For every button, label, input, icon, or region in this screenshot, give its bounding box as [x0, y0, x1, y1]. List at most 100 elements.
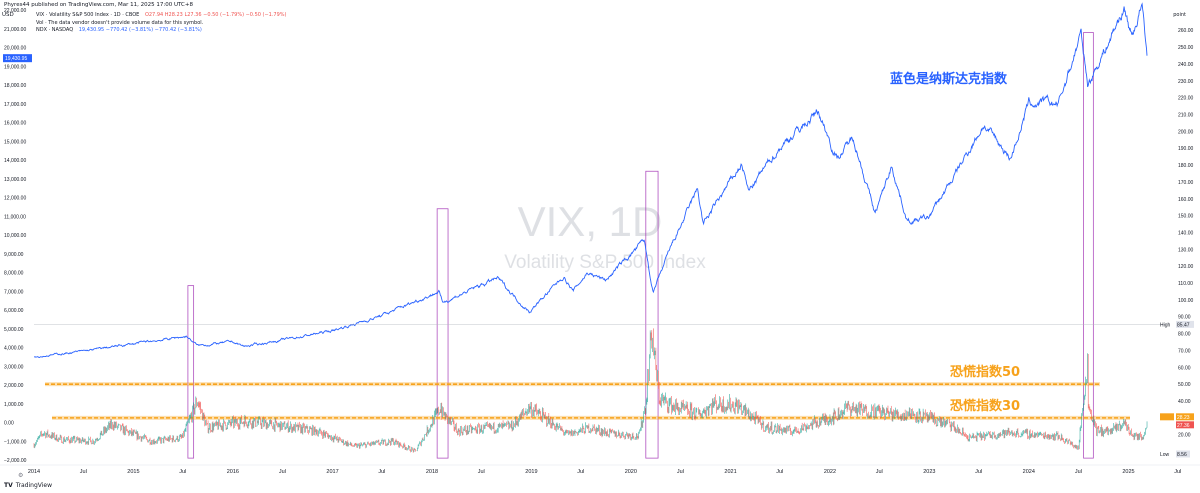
left-axis-tick-label: 20,000.00 — [4, 46, 26, 52]
time-axis-tick-label: 2017 — [326, 469, 338, 475]
right-axis-unit: point — [1173, 12, 1186, 18]
time-axis-tick-label: 2020 — [625, 469, 637, 475]
right-axis-tick-label: 150.00 — [1178, 214, 1194, 220]
left-axis-tick-label: 22,000.00 — [4, 8, 26, 14]
currency-label: USD — [2, 12, 14, 18]
time-axis-tick-label: 2021 — [724, 469, 736, 475]
time-axis-tick-label: Jul — [279, 469, 286, 475]
time-axis-tick-label: Jul — [776, 469, 783, 475]
time-axis-tick-label: Jul — [1075, 469, 1082, 475]
highlight-box — [436, 208, 449, 459]
time-axis-tick-label: 2024 — [1023, 469, 1035, 475]
low-value-badge — [1176, 450, 1190, 458]
right-axis-tick-label: 60.00 — [1178, 365, 1191, 371]
left-axis-tick-label: 2,000.00 — [4, 383, 24, 389]
time-axis[interactable]: 2014 Jul 2015 Jul 2016 Jul 2017 Jul 2018 Jul 2019 J… — [0, 464, 1200, 475]
highlight-box — [1083, 32, 1094, 459]
right-axis-tick-label: 220.00 — [1178, 96, 1194, 102]
annotation-nasdaq-blue: 蓝色是纳斯达克指数 — [890, 71, 1008, 87]
axis-badges: 19,430.95 High 85.47 Low 8.56 28.23 27.36 — [3, 54, 1194, 458]
vix-prev-badge — [1160, 413, 1174, 421]
time-axis-tick-label: Jul — [179, 469, 186, 475]
left-axis-tick-label: 10,000.00 — [4, 233, 26, 239]
left-current-price-badge — [3, 54, 32, 63]
time-axis-tick-label: Jul — [577, 469, 584, 475]
high-label: High — [1160, 322, 1171, 328]
vix-prev-value-text: 28.23 — [1177, 415, 1190, 421]
nasdaq-series — [34, 2, 1148, 358]
footer-logo-text: TradingView — [15, 482, 53, 489]
right-axis-tick-label: 240.00 — [1178, 62, 1194, 68]
left-axis-tick-label: 11,000.00 — [4, 214, 26, 220]
time-axis-tick-label: Jul — [876, 469, 883, 475]
time-axis-tick-label: 2016 — [227, 469, 239, 475]
reference-band — [45, 382, 1100, 387]
left-price-axis[interactable]: −2,000.00 −1,000.00 0.00 1,000.00 2,000.00 3,… — [4, 8, 27, 464]
left-axis-tick-label: 6,000.00 — [4, 308, 24, 314]
time-axis-tick-label: 2023 — [923, 469, 935, 475]
time-axis-tick-label: 2025 — [1122, 469, 1134, 475]
highlight-boxes — [187, 32, 1094, 459]
annotations: 蓝色是纳斯达克指数 — [890, 71, 1008, 87]
left-axis-tick-label: 14,000.00 — [4, 158, 26, 164]
legend-volume[interactable]: Vol · The data vendor doesn't provide vo… — [36, 20, 287, 28]
vix-prev-value-badge — [1176, 413, 1194, 421]
left-axis-tick-label: 7,000.00 — [4, 289, 24, 295]
nasdaq-line — [34, 2, 1148, 358]
left-axis-tick-label: 16,000.00 — [4, 121, 26, 127]
right-axis-tick-label: 230.00 — [1178, 79, 1194, 85]
right-axis-tick-label: 80.00 — [1178, 332, 1191, 338]
high-value-text: 85.47 — [1177, 322, 1190, 328]
left-axis-tick-label: 9,000.00 — [4, 252, 24, 258]
left-axis-tick-label: 4,000.00 — [4, 346, 24, 352]
right-axis-tick-label: 40.00 — [1178, 399, 1191, 405]
time-axis-tick-label: Jul — [80, 469, 87, 475]
legend-ndx[interactable]: NDX · NASDAQ 19,430.95 −770.42 (−3.81%) … — [36, 27, 287, 35]
right-price-axis[interactable]: 20.0030.0040.0050.0060.0070.0080.0090.00… — [1178, 28, 1194, 438]
reference-band — [52, 415, 1130, 420]
right-axis-tick-label: 200.00 — [1178, 129, 1194, 135]
left-axis-tick-label: −1,000.00 — [4, 439, 27, 445]
legend-vix[interactable]: VIX · Volatility S&P 500 Index · 1D · CB… — [36, 12, 287, 20]
left-axis-tick-label: 21,000.00 — [4, 27, 26, 33]
right-axis-tick-label: 70.00 — [1178, 348, 1191, 354]
left-axis-tick-label: 3,000.00 — [4, 364, 24, 370]
time-axis-tick-label: Jul — [677, 469, 684, 475]
time-axis-tick-label: Jul — [378, 469, 385, 475]
right-axis-tick-label: 260.00 — [1178, 28, 1194, 34]
footer[interactable]: TV TradingView — [4, 482, 52, 489]
right-axis-tick-label: 180.00 — [1178, 163, 1194, 169]
legend-vix-symbol: VIX · Volatility S&P 500 Index · 1D · CB… — [36, 12, 140, 18]
reference-lines: 恐慌指数50 恐慌指数30 — [45, 364, 1130, 420]
right-axis-tick-label: 90.00 — [1178, 315, 1191, 321]
right-axis-tick-label: 20.00 — [1178, 433, 1191, 439]
left-axis-tick-label: 8,000.00 — [4, 271, 24, 277]
tradingview-logo-icon: TV — [4, 482, 13, 489]
right-axis-tick-label: 170.00 — [1178, 180, 1194, 186]
left-axis-tick-label: 17,000.00 — [4, 102, 26, 108]
left-axis-tick-label: 13,000.00 — [4, 177, 26, 183]
time-axis-tick-label: Jul — [478, 469, 485, 475]
right-axis-tick-label: 110.00 — [1178, 281, 1193, 287]
highlight-box — [187, 285, 195, 459]
reference-line-label: 恐慌指数30 — [950, 398, 1020, 414]
legend-ndx-values: 19,430.95 −770.42 (−3.81%) −770.42 (−3.8… — [78, 27, 202, 33]
watermark-title: VIX, 1D — [518, 198, 663, 245]
highlight-box — [645, 170, 659, 459]
low-value-text: 8.56 — [1177, 452, 1187, 458]
low-label: Low — [1160, 452, 1170, 458]
right-axis-tick-label: 140.00 — [1178, 230, 1194, 236]
left-axis-tick-label: 18,000.00 — [4, 83, 26, 89]
left-axis-tick-label: 12,000.00 — [4, 196, 26, 202]
time-axis-tick-label: 2022 — [824, 469, 836, 475]
legend-vix-values: O27.94 H28.23 L27.36 −0.50 (−1.79%) −0.5… — [144, 12, 287, 18]
right-axis-tick-label: 50.00 — [1178, 382, 1191, 388]
vix-series — [33, 328, 1148, 453]
left-axis-tick-label: 15,000.00 — [4, 139, 26, 145]
gear-icon[interactable]: ⚙ — [18, 472, 24, 479]
left-axis-tick-label: 1,000.00 — [4, 402, 24, 408]
right-axis-tick-label: 100.00 — [1178, 298, 1194, 304]
right-axis-tick-label: 120.00 — [1178, 264, 1194, 270]
left-axis-tick-label: −2,000.00 — [4, 458, 27, 464]
